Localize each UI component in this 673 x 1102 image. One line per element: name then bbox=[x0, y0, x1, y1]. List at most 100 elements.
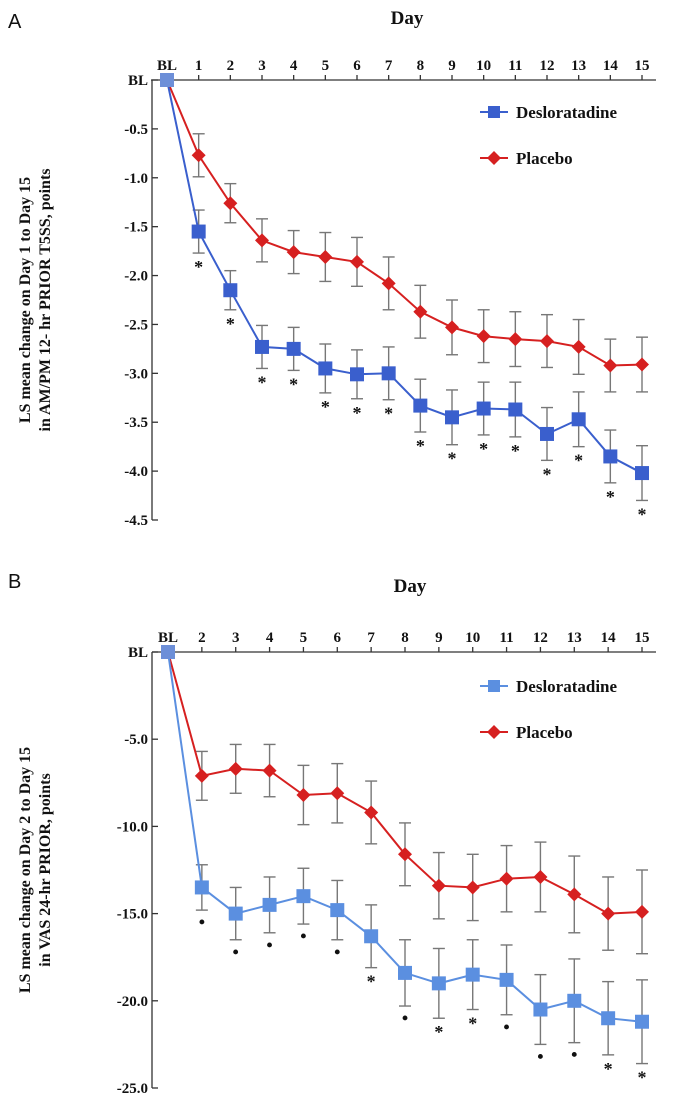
legend-item: Desloratadine bbox=[480, 677, 618, 696]
significance-marker: • bbox=[334, 942, 340, 962]
data-point bbox=[476, 401, 491, 416]
data-point bbox=[161, 645, 175, 659]
series-line bbox=[166, 79, 643, 474]
y-tick-label: -10.0 bbox=[117, 819, 148, 835]
x-axis-title: Day bbox=[394, 576, 427, 597]
y-tick-label: -25.0 bbox=[117, 1081, 148, 1097]
data-point bbox=[296, 889, 311, 904]
significance-marker: * bbox=[367, 972, 376, 992]
significance-marker: * bbox=[384, 404, 393, 424]
data-point bbox=[603, 358, 618, 373]
data-point bbox=[571, 339, 586, 354]
x-tick-label: 6 bbox=[334, 630, 342, 646]
x-tick-label: 4 bbox=[290, 58, 298, 74]
data-point bbox=[318, 361, 333, 376]
data-point bbox=[465, 967, 480, 982]
x-tick-label: 14 bbox=[603, 58, 619, 74]
x-tick-label: 6 bbox=[353, 58, 361, 74]
data-point bbox=[540, 334, 554, 349]
y-tick-label: -3.0 bbox=[124, 366, 148, 382]
x-tick-label: 1 bbox=[195, 58, 203, 74]
x-tick-label: 10 bbox=[465, 630, 480, 646]
data-point bbox=[255, 233, 269, 248]
chart-panel-a: A Day BL 1 2 3 4 5 6 7 8 9 10 11 12 13 14 15 BL -0.5 -1.0 -1.… bbox=[0, 0, 673, 545]
series-desloratadine: * * * * * * * * * * * * * * * bbox=[160, 73, 649, 524]
data-point bbox=[601, 1011, 616, 1026]
x-tick-label: 13 bbox=[571, 58, 586, 74]
y-axis-title: LS mean change on Day 2 to Day 15 in VAS … bbox=[17, 747, 54, 993]
data-point bbox=[350, 367, 364, 382]
data-point bbox=[508, 332, 523, 347]
significance-marker: * bbox=[258, 372, 267, 392]
x-tick-label: 8 bbox=[417, 58, 425, 74]
y-tick-label: BL bbox=[128, 73, 148, 89]
significance-marker: * bbox=[226, 314, 235, 334]
x-tick-label: 15 bbox=[635, 58, 650, 74]
y-tick-label: -2.5 bbox=[124, 317, 148, 333]
data-point bbox=[286, 245, 301, 260]
data-point bbox=[601, 906, 616, 921]
significance-marker: * bbox=[416, 436, 425, 456]
data-point bbox=[398, 965, 412, 980]
x-tick-label: 3 bbox=[258, 58, 266, 74]
data-point bbox=[262, 897, 277, 912]
data-point bbox=[191, 148, 206, 163]
significance-marker: • bbox=[537, 1046, 543, 1066]
y-tick-label: -5.0 bbox=[124, 732, 148, 748]
y-tick-label: -4.0 bbox=[124, 464, 148, 480]
significance-marker: • bbox=[233, 942, 239, 962]
series-placebo bbox=[166, 79, 649, 393]
significance-marker: * bbox=[434, 1022, 443, 1042]
data-point bbox=[413, 398, 428, 413]
significance-marker: * bbox=[511, 441, 520, 461]
y-tick-label: -0.5 bbox=[124, 122, 148, 138]
legend-marker bbox=[487, 151, 501, 165]
data-point bbox=[567, 993, 582, 1008]
data-point bbox=[499, 871, 514, 886]
data-point bbox=[476, 329, 491, 344]
significance-marker: • bbox=[571, 1045, 577, 1065]
data-point bbox=[603, 449, 618, 464]
panel-label: A bbox=[8, 11, 22, 33]
data-point bbox=[635, 466, 649, 481]
significance-marker: * bbox=[543, 464, 552, 484]
x-tick-label: 7 bbox=[367, 630, 375, 646]
legend-marker bbox=[487, 725, 501, 739]
significance-marker: • bbox=[300, 926, 306, 946]
data-point bbox=[330, 903, 345, 918]
data-point bbox=[571, 412, 586, 427]
significance-marker: * bbox=[468, 1014, 477, 1034]
data-point bbox=[318, 249, 333, 264]
data-point bbox=[194, 880, 209, 895]
legend-label: Placebo bbox=[516, 149, 573, 168]
y-axis-title-line: in VAS 24-hr PRIOR, points bbox=[37, 773, 54, 966]
significance-marker: • bbox=[503, 1017, 509, 1037]
data-point bbox=[262, 763, 277, 778]
x-tick-label: 12 bbox=[540, 58, 555, 74]
data-point bbox=[567, 887, 582, 902]
y-axis-title-line: in AM/PM 12- hr PRIOR T5SS, points bbox=[37, 168, 54, 431]
significance-marker: • bbox=[266, 935, 272, 955]
x-tick-label: 13 bbox=[567, 630, 582, 646]
data-point bbox=[223, 196, 238, 211]
series-line bbox=[166, 79, 643, 367]
significance-marker: * bbox=[638, 504, 647, 524]
y-axis-title-line: LS mean change on Day 2 to Day 15 bbox=[17, 747, 34, 993]
legend-marker bbox=[488, 106, 500, 118]
data-point bbox=[286, 341, 301, 356]
significance-marker: * bbox=[606, 487, 615, 507]
x-tick-label: 5 bbox=[300, 630, 308, 646]
data-point bbox=[296, 788, 311, 803]
data-point bbox=[350, 254, 364, 269]
data-point bbox=[398, 847, 412, 862]
significance-marker: * bbox=[479, 439, 488, 459]
y-tick-label: BL bbox=[128, 645, 148, 661]
x-tick-label: 5 bbox=[322, 58, 330, 74]
y-tick-label: -20.0 bbox=[117, 994, 148, 1010]
data-point bbox=[255, 339, 269, 354]
data-point bbox=[194, 768, 209, 783]
legend-marker bbox=[488, 680, 500, 692]
legend-label: Placebo bbox=[516, 723, 573, 742]
significance-marker: * bbox=[574, 451, 583, 471]
